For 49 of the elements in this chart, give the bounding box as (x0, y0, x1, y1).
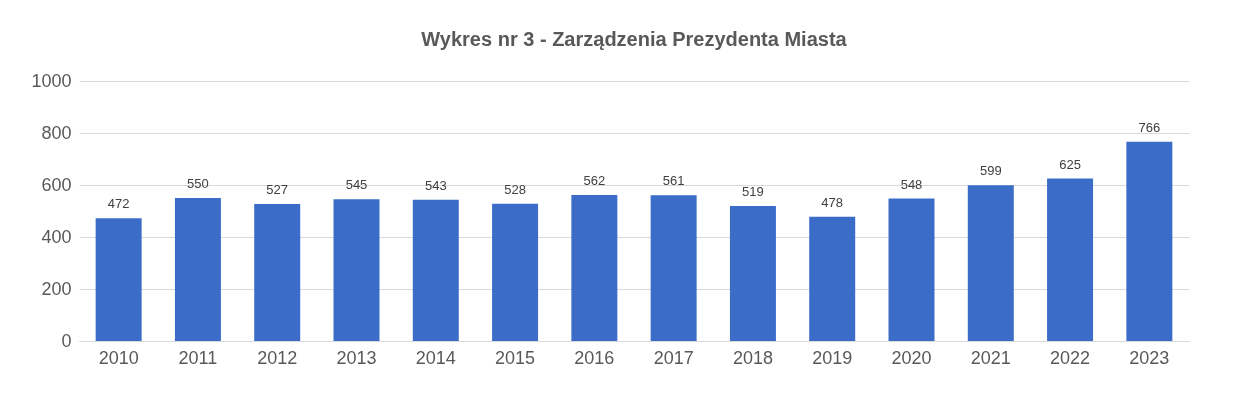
bar (174, 198, 221, 341)
data-label: 766 (1138, 119, 1161, 135)
x-tick-label: 2011 (178, 347, 218, 368)
x-tick-label: 2022 (1050, 347, 1091, 368)
data-label: 625 (1059, 156, 1081, 172)
bar (1126, 141, 1173, 341)
x-tick-label: 2021 (970, 347, 1011, 368)
data-label: 561 (662, 173, 685, 189)
x-tick-label: 2016 (574, 347, 615, 368)
y-tick-label: 0 (61, 330, 72, 351)
bar (412, 199, 459, 341)
bar (1047, 178, 1094, 341)
data-label: 550 (187, 176, 209, 191)
bar (333, 199, 380, 341)
x-tick-label: 2010 (98, 347, 139, 368)
bar (809, 216, 856, 341)
x-tick-label: 2012 (257, 347, 298, 368)
y-tick-label: 800 (41, 122, 72, 143)
data-label: 478 (821, 194, 844, 210)
data-label: 548 (900, 176, 923, 192)
data-label: 527 (266, 181, 289, 197)
x-tick-label: 2017 (653, 347, 694, 368)
data-label: 545 (345, 177, 368, 193)
bar (888, 198, 935, 341)
x-tick-label: 2020 (891, 347, 932, 368)
data-label: 528 (504, 181, 526, 197)
x-tick-label: 2019 (812, 347, 853, 368)
bar (571, 194, 618, 341)
data-label: 519 (742, 184, 764, 200)
bar (492, 203, 539, 341)
x-tick-label: 2013 (336, 347, 377, 368)
x-tick-label: 2023 (1129, 347, 1170, 368)
x-tick-label: 2015 (495, 347, 536, 368)
data-label: 562 (583, 172, 606, 188)
x-tick-label: 2018 (732, 347, 773, 368)
y-tick-label: 600 (41, 174, 72, 195)
y-tick-label: 200 (41, 278, 72, 299)
bar (729, 206, 776, 341)
bar (95, 218, 142, 341)
y-tick-label: 400 (41, 226, 72, 247)
data-label: 543 (424, 177, 447, 193)
bar (650, 195, 697, 341)
x-tick-label: 2014 (415, 347, 456, 368)
data-label: 599 (979, 163, 1002, 179)
bar (967, 185, 1014, 341)
chart-title: Wykres nr 3 - Zarządzenia Prezydenta Miasta (421, 28, 848, 50)
data-label: 472 (107, 196, 130, 212)
y-tick-label: 1000 (31, 70, 72, 91)
bar (254, 203, 301, 341)
